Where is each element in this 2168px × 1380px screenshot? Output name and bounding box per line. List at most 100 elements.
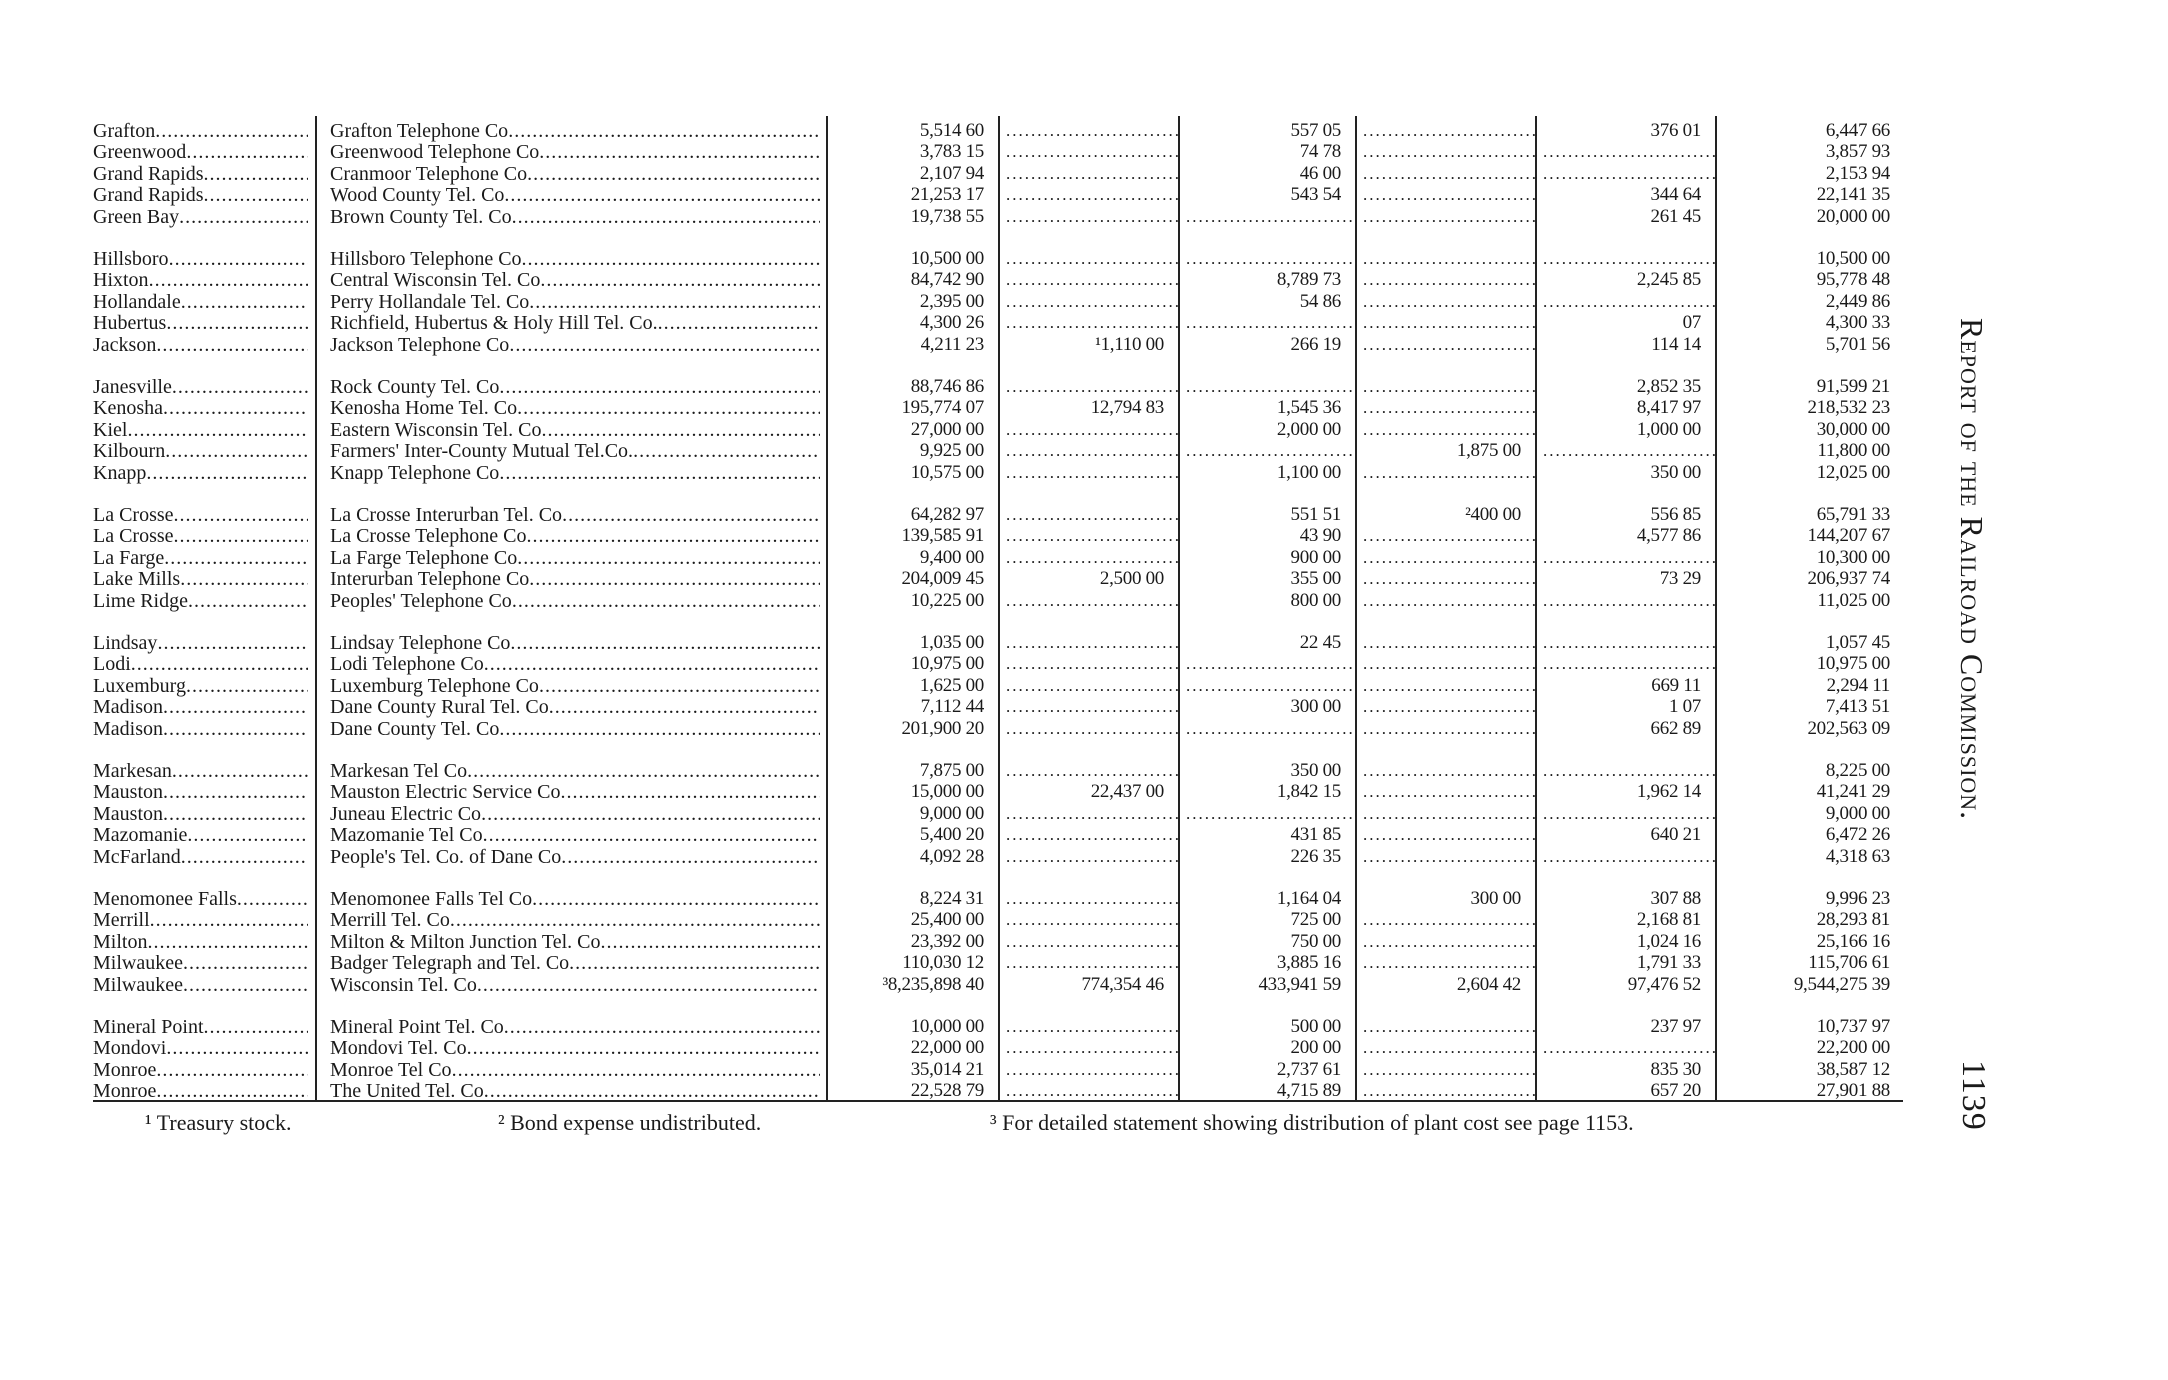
company-name: Knapp Telephone Co	[330, 462, 820, 484]
amount-col-5-text: 2,245 85	[1636, 269, 1701, 291]
leader-dots	[163, 803, 308, 825]
empty-col-5	[1535, 291, 1715, 313]
city-name-text: Hubertus	[93, 312, 167, 335]
table-bottom-rule	[93, 1100, 1903, 1102]
leader-dots	[181, 291, 308, 313]
amount-total: 22,141 35	[1715, 184, 1904, 206]
amount-col-5: 114 14	[1535, 334, 1715, 356]
city-name-text: Grand Rapids	[93, 184, 204, 207]
company-name: People's Tel. Co. of Dane Co	[330, 846, 820, 868]
empty-col-4	[1355, 547, 1535, 569]
table-row: Mineral Point Mineral Point Tel. Co 10,000…	[0, 1016, 2168, 1038]
amount-col-4: 300 00	[1355, 888, 1535, 910]
amount-col-5-text: 1 07	[1668, 696, 1701, 718]
column-divider	[1355, 116, 1357, 1100]
amount-col-3: 350 00	[1178, 760, 1355, 782]
amount-plant-cost: 10,975 00	[830, 653, 998, 675]
amount-plant-cost: 64,282 97	[830, 504, 998, 526]
empty-col-2	[998, 141, 1178, 163]
company-name-text: Cranmoor Telephone Co	[330, 162, 528, 185]
amount-col-3-text: 725 00	[1290, 909, 1342, 931]
empty-col-4	[1355, 846, 1535, 868]
leader-dots	[499, 462, 820, 484]
amount-col-4-text: 300 00	[1470, 888, 1522, 909]
company-name-text: Merrill Tel. Co	[330, 909, 450, 932]
amount-col-5-text: 640 21	[1650, 824, 1702, 846]
amount-total: 10,500 00	[1715, 248, 1904, 270]
amount-col-3: 800 00	[1178, 590, 1355, 612]
amount-col-2: 774,354 46	[998, 974, 1178, 996]
leader-dots	[127, 419, 308, 441]
amount-col-3: 2,000 00	[1178, 419, 1355, 441]
table-row: Monroe Monroe Tel Co 35,014 21 2,737 61 835 …	[0, 1059, 2168, 1081]
amount-col-3-text: 1,164 04	[1276, 888, 1341, 909]
company-name-text: Mauston Electric Service Co	[330, 781, 561, 804]
amount-total: 9,544,275 39	[1715, 974, 1904, 996]
amount-col-3-text: 266 19	[1290, 333, 1342, 355]
company-name-text: Juneau Electric Co	[330, 802, 482, 825]
amount-plant-cost: 1,625 00	[830, 675, 998, 697]
amount-col-4: 1,875 00	[1355, 440, 1535, 462]
empty-col-4	[1355, 632, 1535, 654]
empty-col-2	[998, 590, 1178, 612]
company-name: Mondovi Tel. Co	[330, 1037, 820, 1059]
city-name: Grafton	[93, 120, 308, 142]
empty-col-4	[1355, 419, 1535, 441]
empty-col-2	[998, 718, 1178, 740]
city-name: La Farge	[93, 547, 308, 569]
empty-col-4	[1355, 718, 1535, 740]
empty-col-4	[1355, 376, 1535, 398]
leader-dots	[549, 696, 820, 718]
leader-dots	[658, 312, 820, 334]
amount-total-text: 20,000 00	[1816, 205, 1891, 227]
empty-col-2	[998, 206, 1178, 228]
amount-col-3: 900 00	[1178, 547, 1355, 569]
city-name: Hillsboro	[93, 248, 308, 270]
amount-col-3-text: 2,000 00	[1276, 418, 1341, 440]
leader-dots	[183, 974, 308, 996]
amount-total-text: 95,778 48	[1816, 269, 1891, 291]
footnote-1: ¹ Treasury stock.	[145, 1110, 292, 1135]
table-row: Green Bay Brown County Tel. Co 19,738 55 26…	[0, 206, 2168, 228]
amount-total-text: 11,800 00	[1817, 440, 1890, 462]
amount-col-3-text: 543 54	[1290, 184, 1342, 206]
leader-dots	[156, 334, 308, 356]
amount-total: 1,057 45	[1715, 632, 1904, 654]
empty-col-2	[998, 504, 1178, 526]
amount-plant-cost: 9,925 00	[830, 440, 998, 462]
column-divider	[1715, 116, 1717, 1100]
company-name: Brown County Tel. Co	[330, 206, 820, 228]
company-name-text: Rock County Tel. Co	[330, 376, 500, 398]
company-name-text: La Crosse Telephone Co	[330, 525, 527, 548]
amount-plant-cost-text: 110,030 12	[902, 952, 984, 974]
amount-col-2-text: ¹1,110 00	[1095, 333, 1164, 355]
empty-col-5	[1535, 248, 1715, 270]
amount-plant-cost: 4,211 23	[830, 334, 998, 356]
city-name: Mazomanie	[93, 824, 308, 846]
company-name: Central Wisconsin Tel. Co	[330, 269, 820, 291]
company-name-text: Brown County Tel. Co	[330, 205, 512, 228]
amount-total: 6,472 26	[1715, 824, 1904, 846]
city-name: La Crosse	[93, 525, 308, 547]
amount-col-5: 307 88	[1535, 888, 1715, 910]
company-name: Wisconsin Tel. Co	[330, 974, 820, 996]
amount-total-text: 22,141 35	[1816, 184, 1891, 206]
company-name-text: Knapp Telephone Co	[330, 461, 500, 484]
amount-col-5-text: 07	[1682, 312, 1702, 334]
leader-dots	[163, 696, 308, 718]
city-name: Lodi	[93, 653, 308, 675]
empty-col-5	[1535, 846, 1715, 868]
city-name-text: Merrill	[93, 909, 150, 932]
amount-total: 65,791 33	[1715, 504, 1904, 526]
amount-col-3-text: 3,885 16	[1276, 952, 1341, 974]
empty-col-2	[998, 163, 1178, 185]
amount-total: 8,225 00	[1715, 760, 1904, 782]
empty-col-4	[1355, 291, 1535, 313]
amount-col-3: 355 00	[1178, 568, 1355, 590]
company-name: The United Tel. Co	[330, 1080, 820, 1102]
amount-col-3-text: 750 00	[1290, 930, 1342, 952]
leader-dots	[166, 1037, 308, 1059]
city-name-text: Green Bay	[93, 205, 180, 228]
city-name-text: Lime Ridge	[93, 589, 188, 612]
city-name-text: Milton	[93, 930, 148, 953]
